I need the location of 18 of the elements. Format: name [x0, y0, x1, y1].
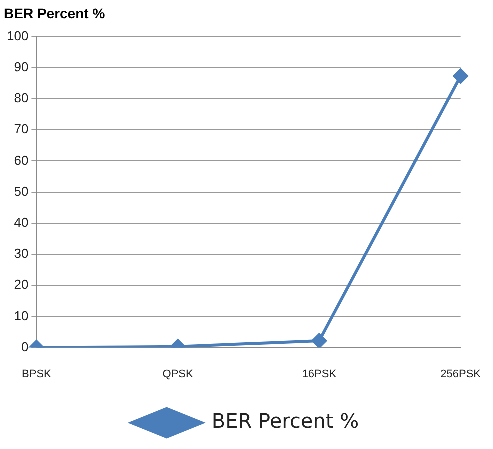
y-tick-label: 60: [14, 152, 29, 168]
y-tick-label: 20: [14, 277, 29, 292]
y-tick-label: 50: [14, 184, 29, 199]
point: [453, 68, 468, 84]
x-tick-label: BPSK: [22, 368, 52, 380]
x-tick-label: 256PSK: [440, 368, 482, 380]
chart-title: BER Percent %: [4, 5, 106, 22]
y-tick-label: 70: [14, 122, 29, 137]
legend-label: BER Percent %: [212, 409, 360, 434]
y-tick-label: 40: [14, 214, 29, 230]
x-tick-label: QPSK: [162, 368, 194, 380]
y-tick-label: 0: [21, 339, 29, 354]
y-tick-label: 100: [6, 28, 29, 44]
y-tick-label: 30: [14, 246, 29, 262]
y-tick-label: 80: [14, 90, 29, 106]
y-tick-label: 90: [14, 59, 29, 74]
y-tick-label: 10: [14, 308, 29, 324]
x-tick-label: 16PSK: [302, 368, 338, 380]
